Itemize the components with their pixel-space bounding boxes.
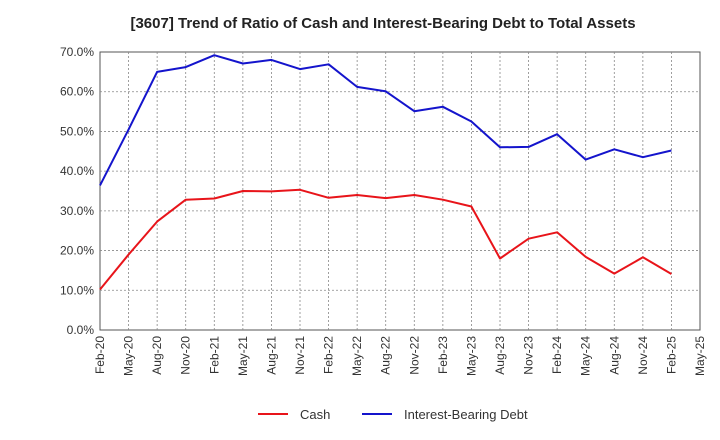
x-tick-label: Aug-20 [150,336,164,375]
x-tick-label: Aug-24 [607,336,621,375]
series-line-1 [99,54,672,186]
y-tick-label: 70.0% [60,45,94,59]
y-tick-label: 10.0% [60,283,94,297]
x-tick-label: May-25 [693,336,707,376]
legend: Cash Interest-Bearing Debt [258,407,528,422]
y-tick-label: 30.0% [60,204,94,218]
x-tick-label: May-24 [579,336,593,376]
y-axis: 0.0% 10.0% 20.0% 30.0% 40.0% 50.0% 60.0% 70.0% [60,45,94,337]
plot-area [99,51,701,331]
legend-label-0: Cash [300,407,330,422]
legend-label-1: Interest-Bearing Debt [404,407,528,422]
grid-lines [100,52,700,330]
plot-background [99,51,701,331]
x-tick-label: Aug-23 [493,336,507,375]
x-tick-label: Nov-22 [407,336,421,375]
x-tick-label: Nov-21 [293,336,307,375]
x-tick-label: May-20 [122,336,136,376]
y-tick-label: 60.0% [60,85,94,99]
x-tick-label: Nov-20 [179,336,193,375]
x-tick-label: Feb-21 [207,336,221,374]
y-tick-label: 20.0% [60,244,94,258]
series-lines [99,54,672,291]
x-tick-label: Feb-20 [93,336,107,374]
x-tick-label: Feb-23 [436,336,450,374]
x-tick-label: Feb-25 [664,336,678,374]
x-tick-label: Aug-22 [379,336,393,375]
x-tick-label: May-22 [350,336,364,376]
x-tick-label: Nov-23 [522,336,536,375]
series-line-0 [99,188,672,291]
chart-title: [3607] Trend of Ratio of Cash and Intere… [130,15,635,32]
x-tick-label: Feb-22 [322,336,336,374]
y-tick-label: 0.0% [67,323,95,337]
x-tick-label: Feb-24 [550,336,564,374]
x-tick-label: Aug-21 [264,336,278,375]
y-tick-label: 40.0% [60,164,94,178]
x-tick-label: Nov-24 [636,336,650,375]
y-tick-label: 50.0% [60,124,94,138]
x-tick-label: May-21 [236,336,250,376]
x-axis: Feb-20 May-20 Aug-20 Nov-20 Feb-21 May-21 Aug-… [93,336,707,376]
x-tick-label: May-23 [464,336,478,376]
